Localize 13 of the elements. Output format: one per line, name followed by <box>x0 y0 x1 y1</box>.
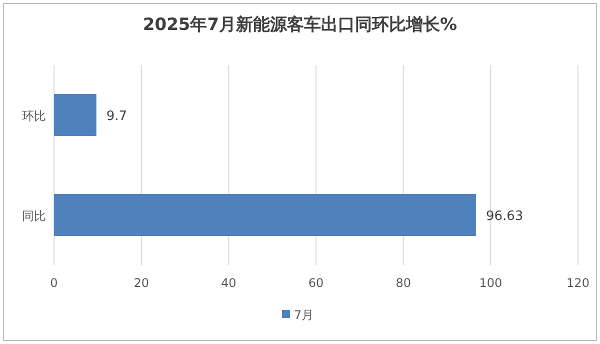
data-label: 96.63 <box>486 209 524 224</box>
ytick: 环比 <box>22 109 46 123</box>
xtick: 120 <box>566 276 590 290</box>
xtick: 0 <box>50 276 58 290</box>
data-label: 9.7 <box>106 109 128 124</box>
xtick: 80 <box>396 276 411 290</box>
legend: 7月 <box>294 308 314 322</box>
xtick: 60 <box>308 276 324 290</box>
title: 2025年7月新能源客车出口同环比增长% <box>142 15 458 35</box>
xtick: 100 <box>479 276 502 290</box>
ytick: 同比 <box>22 209 46 223</box>
xtick: 20 <box>134 276 149 290</box>
xtick: 40 <box>221 276 236 290</box>
